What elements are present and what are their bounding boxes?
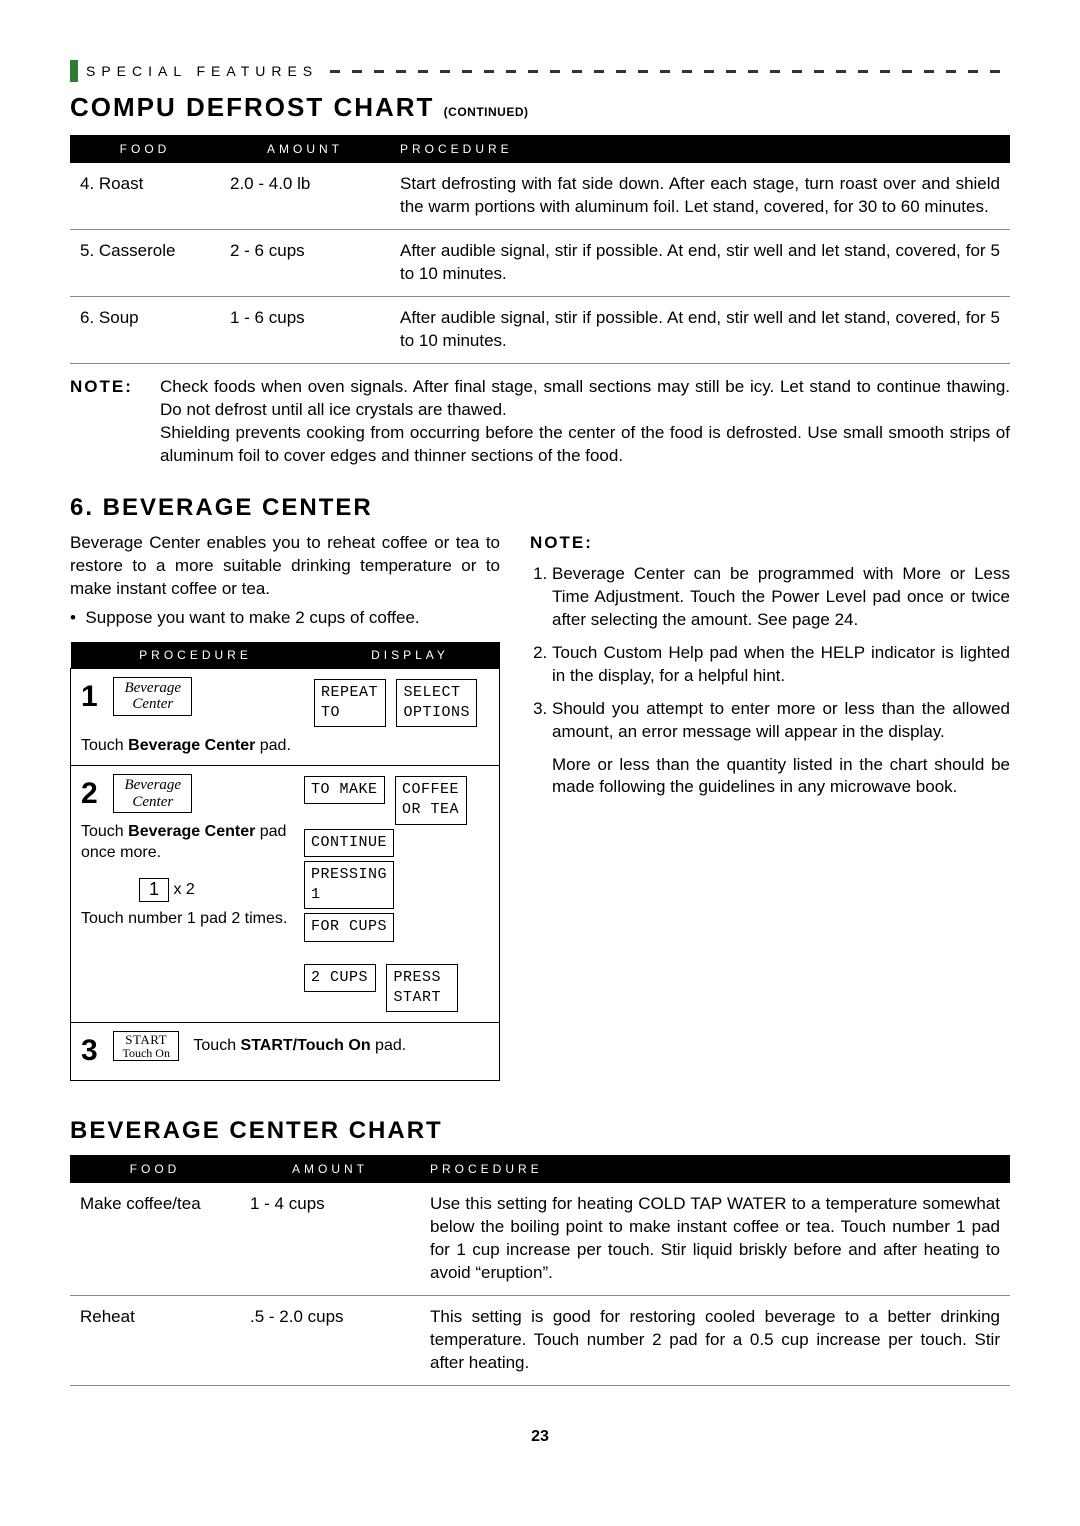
left-column: Beverage Center enables you to reheat co…	[70, 532, 500, 1081]
table-row: Make coffee/tea 1 - 4 cups Use this sett…	[70, 1183, 1010, 1295]
defrost-note: NOTE: Check foods when oven signals. Aft…	[70, 376, 1010, 468]
defrost-table: FOOD AMOUNT PROCEDURE 4. Roast 2.0 - 4.0…	[70, 135, 1010, 364]
cell-amount: 1 - 6 cups	[220, 297, 390, 364]
accent-bar	[70, 60, 78, 82]
bc-col-amount: AMOUNT	[240, 1155, 420, 1183]
right-column: NOTE: Beverage Center can be programmed …	[530, 532, 1010, 1081]
header-label: SPECIAL FEATURES	[86, 62, 318, 81]
beverage-center-button-2[interactable]: Beverage Center	[113, 774, 192, 813]
start-button[interactable]: START Touch On	[113, 1031, 178, 1061]
bc-col-food: FOOD	[70, 1155, 240, 1183]
s1-cap-post: pad.	[255, 737, 291, 754]
disp-tomake: TO MAKE	[304, 776, 385, 804]
continued-label: (CONTINUED)	[444, 105, 529, 119]
number-1-button[interactable]: 1	[139, 878, 169, 902]
disp-pressing: PRESSING 1	[304, 861, 394, 910]
note-text-2: Shielding prevents cooking from occurrin…	[160, 422, 1010, 468]
cell-food: 6. Soup	[70, 297, 220, 364]
proc-col: PROCEDURE	[71, 642, 321, 669]
disp-col: DISPLAY	[321, 642, 500, 669]
procedure-table: PROCEDURE DISPLAY 1 Beverage Center	[70, 642, 500, 1081]
note-label: NOTE:	[70, 377, 133, 396]
col-amount: AMOUNT	[220, 135, 390, 163]
cell-amount: 2.0 - 4.0 lb	[220, 163, 390, 229]
table-row: 5. Casserole 2 - 6 cups After audible si…	[70, 230, 1010, 297]
beverage-center-button[interactable]: Beverage Center	[113, 677, 192, 716]
bevchart-title: BEVERAGE CENTER CHART	[70, 1115, 1010, 1147]
cell-procedure: This setting is good for restoring coole…	[420, 1295, 1010, 1385]
s2-line2: Touch number 1 pad 2 times.	[81, 908, 301, 930]
s3-bold: START/Touch On	[241, 1037, 371, 1054]
cell-amount: 2 - 6 cups	[220, 230, 390, 297]
disp-2cups: 2 CUPS	[304, 964, 376, 992]
start-top: START	[122, 1033, 169, 1047]
s1-cap-pre: Touch	[81, 737, 128, 754]
step-2-num: 2	[81, 774, 109, 815]
bc-col-procedure: PROCEDURE	[420, 1155, 1010, 1183]
table-row: 6. Soup 1 - 6 cups After audible signal,…	[70, 297, 1010, 364]
bev-bullet: • Suppose you want to make 2 cups of cof…	[84, 607, 500, 630]
s2-l1-b: Beverage Center	[128, 823, 255, 840]
defrost-title: COMPU DEFROST CHART (CONTINUED)	[70, 90, 1010, 125]
list-item: Should you attempt to enter more or less…	[552, 698, 1010, 744]
cell-amount: .5 - 2.0 cups	[240, 1295, 420, 1385]
cell-procedure: Use this setting for heating COLD TAP WA…	[420, 1183, 1010, 1295]
col-food: FOOD	[70, 135, 220, 163]
s1-cap-bold: Beverage Center	[128, 737, 255, 754]
disp-continue: CONTINUE	[304, 829, 394, 857]
display-select: SELECT OPTIONS	[396, 679, 477, 728]
right-note-label: NOTE:	[530, 532, 1010, 555]
table-row: Reheat .5 - 2.0 cups This setting is goo…	[70, 1295, 1010, 1385]
cell-food: Make coffee/tea	[70, 1183, 240, 1295]
cell-food: 5. Casserole	[70, 230, 220, 297]
defrost-title-text: COMPU DEFROST CHART	[70, 92, 434, 122]
cell-food: 4. Roast	[70, 163, 220, 229]
start-bottom: Touch On	[122, 1047, 169, 1060]
list-item: Touch Custom Help pad when the HELP indi…	[552, 642, 1010, 688]
cell-procedure: After audible signal, stir if possible. …	[390, 297, 1010, 364]
list-item: Beverage Center can be programmed with M…	[552, 563, 1010, 632]
cell-food: Reheat	[70, 1295, 240, 1385]
bev-bullet-text: Suppose you want to make 2 cups of coffe…	[85, 608, 419, 627]
beverage-title: 6. BEVERAGE CENTER	[70, 492, 1010, 524]
s3-post: pad.	[371, 1037, 407, 1054]
col-procedure: PROCEDURE	[390, 135, 1010, 163]
note-text-1: Check foods when oven signals. After fin…	[160, 377, 1010, 419]
cell-amount: 1 - 4 cups	[240, 1183, 420, 1295]
cell-procedure: Start defrosting with fat side down. Aft…	[390, 163, 1010, 229]
right-notes-list: Beverage Center can be programmed with M…	[530, 563, 1010, 744]
s2-l1-pre: Touch	[81, 823, 128, 840]
section-header: SPECIAL FEATURES	[70, 60, 1010, 82]
page-number: 23	[70, 1426, 1010, 1448]
table-row: 4. Roast 2.0 - 4.0 lb Start defrosting w…	[70, 163, 1010, 229]
right-extra: More or less than the quantity listed in…	[552, 754, 1010, 800]
x2-label: x 2	[173, 881, 194, 898]
bev-intro: Beverage Center enables you to reheat co…	[70, 532, 500, 601]
s3-pre: Touch	[193, 1037, 240, 1054]
disp-coffee: COFFEE OR TEA	[395, 776, 467, 825]
step-1-num: 1	[81, 677, 109, 718]
disp-forcups: FOR CUPS	[304, 913, 394, 941]
dashed-rule	[330, 70, 1010, 73]
beverage-chart-table: FOOD AMOUNT PROCEDURE Make coffee/tea 1 …	[70, 1155, 1010, 1386]
step-3-num: 3	[81, 1031, 109, 1072]
display-repeat: REPEAT TO	[314, 679, 386, 728]
cell-procedure: After audible signal, stir if possible. …	[390, 230, 1010, 297]
disp-pressstart: PRESS START	[386, 964, 458, 1013]
